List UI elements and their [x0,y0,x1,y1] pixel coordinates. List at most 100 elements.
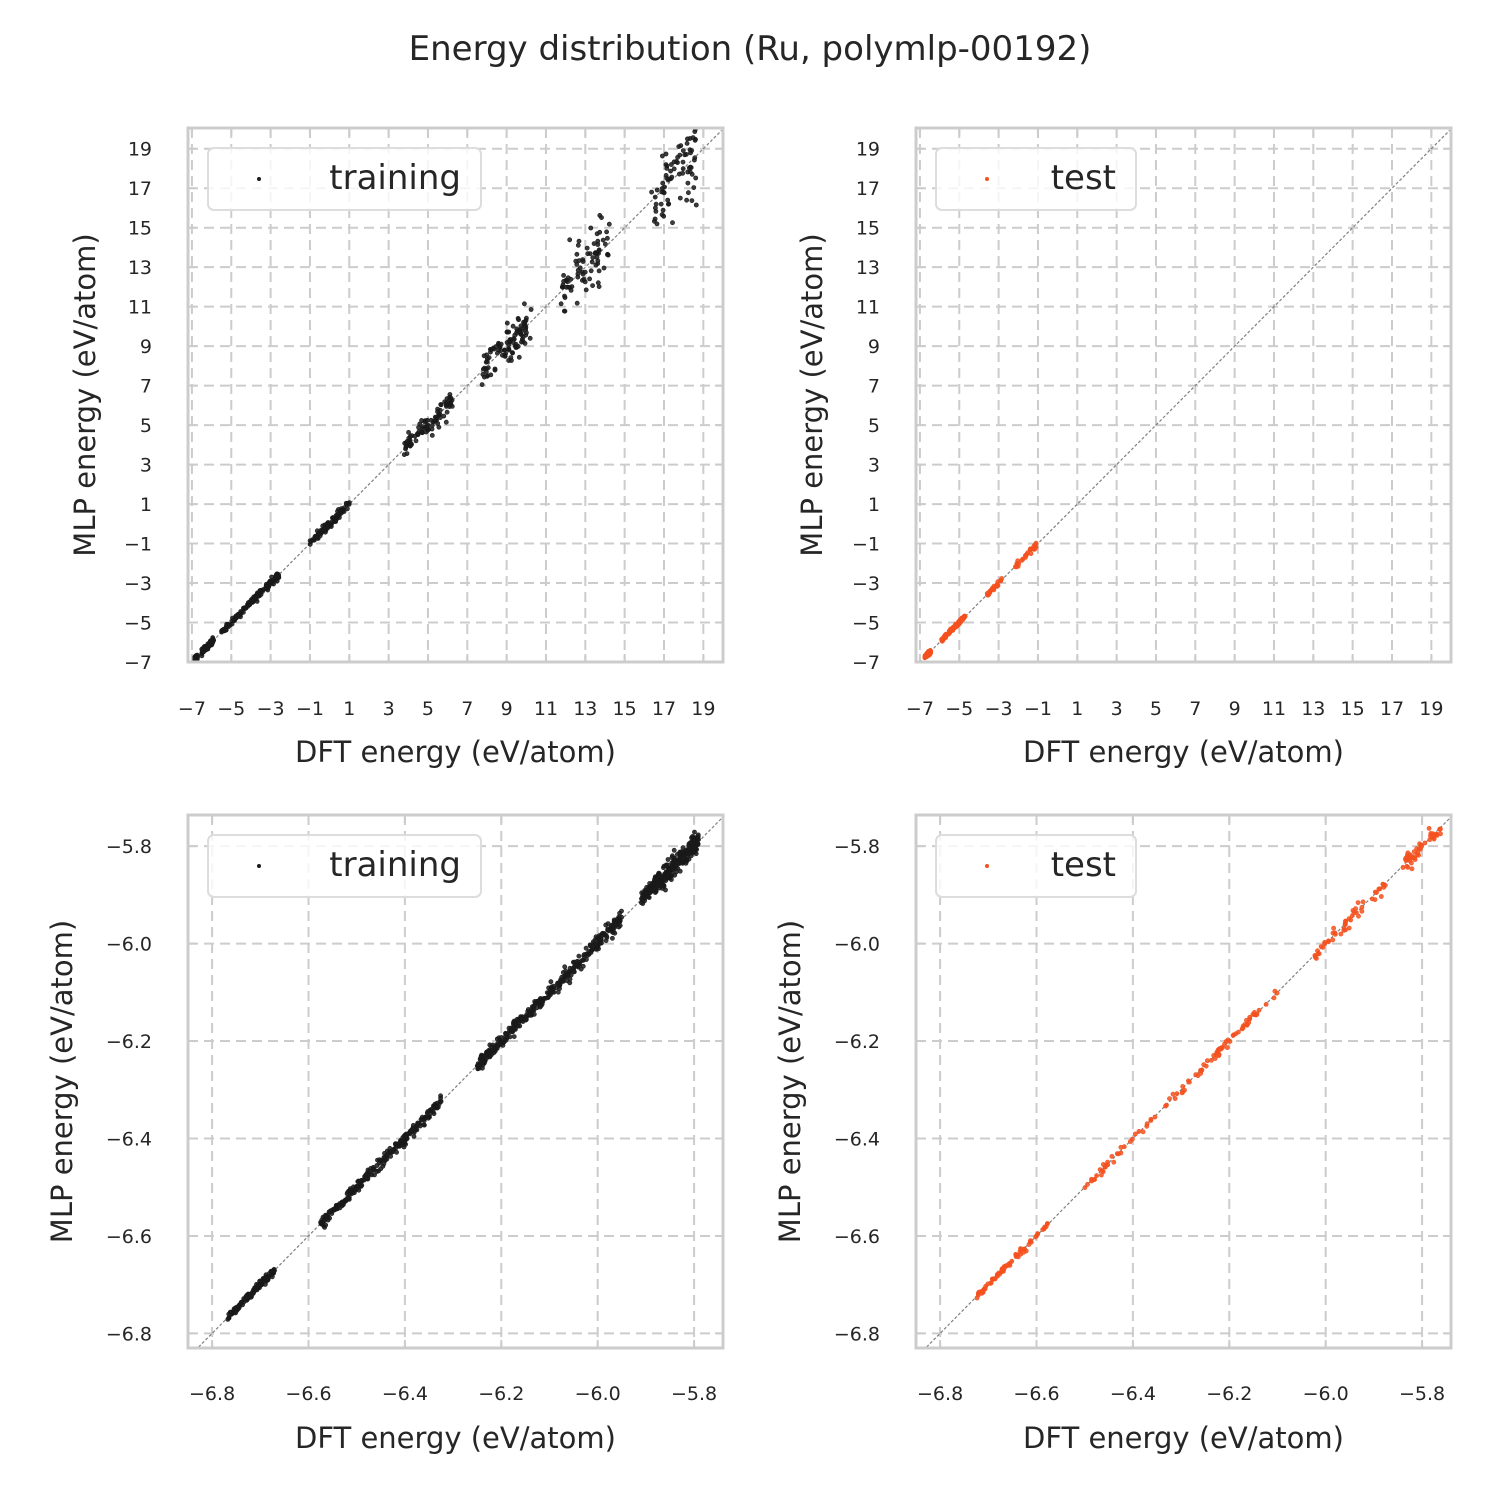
data-point [1193,1072,1199,1077]
data-point [558,978,563,984]
data-point [662,184,667,190]
data-point [1007,1260,1013,1266]
data-point [346,1195,351,1201]
data-point [988,1280,994,1286]
data-point [1225,1037,1231,1043]
data-point [1094,1173,1099,1179]
data-point [660,207,666,213]
data-point [1028,546,1033,552]
data-point [1204,1058,1210,1064]
data-point [364,1176,370,1181]
data-point [438,402,444,408]
data-point [940,636,945,641]
grid [188,128,723,663]
data-point [441,413,447,419]
data-point [661,190,667,196]
data-point [479,382,485,387]
data-point [1426,826,1432,831]
series-training [192,128,699,662]
data-point [433,1105,439,1110]
y-tick-label: 15 [128,218,152,240]
x-tick-label: 7 [1189,698,1201,720]
data-point [412,1126,418,1132]
data-point [990,1277,996,1282]
data-point [680,148,686,153]
data-point [671,847,677,853]
y-tick-label: −7 [852,652,880,674]
y-tick-label: −6.4 [834,1129,880,1151]
data-point [1100,1169,1106,1175]
data-point [1130,1136,1135,1142]
data-point [1316,951,1322,957]
data-point [665,177,671,183]
data-point [683,151,689,157]
data-point [251,594,257,600]
data-point [654,187,660,193]
data-point [426,426,431,432]
data-point [566,284,571,290]
data-point [322,1214,328,1220]
data-point [1378,894,1384,899]
data-point [1438,826,1443,832]
data-point [380,1163,386,1169]
data-point [420,426,426,432]
data-point [329,519,335,525]
data-point [1239,1026,1245,1032]
data-point [1333,931,1338,937]
data-point [1422,840,1428,846]
data-point [428,1107,434,1112]
x-tick-label: −7 [178,698,206,720]
data-point [677,861,682,866]
data-point [653,201,659,207]
axes-frame [186,126,725,664]
data-point [1035,1231,1041,1237]
data-point [653,886,658,891]
data-point [574,300,580,306]
data-point [207,643,212,648]
legend-label: test [1051,158,1116,198]
data-point [671,863,676,868]
legend-marker [257,177,261,181]
data-point [374,1169,380,1174]
data-point [574,961,580,967]
y-tick-label: 11 [128,297,152,319]
data-point [580,257,586,262]
data-point [589,259,595,265]
diagonal-reference-line [196,816,723,1348]
data-point [427,1111,433,1117]
x-tick-label: −6.0 [575,1383,621,1405]
data-point [512,332,518,338]
legend-marker [257,864,261,868]
data-point [406,429,411,435]
data-point [671,166,677,172]
axes-frame [914,813,1453,1350]
data-point [516,354,522,360]
data-point [676,144,682,149]
data-point [591,241,597,246]
series-training [225,829,701,1322]
data-point [576,238,582,244]
x-tick-label: 13 [573,698,597,720]
data-point [1414,846,1420,851]
data-point [663,862,669,868]
data-point [1132,1131,1138,1137]
y-tick-label: 5 [868,415,880,437]
legend: training [207,834,482,898]
data-point [322,1225,327,1230]
y-tick-label: 9 [868,336,880,358]
data-point [606,221,612,227]
data-point [322,1218,327,1224]
x-tick-label: −6.6 [285,1383,331,1405]
y-tick-label: 9 [140,336,152,358]
legend-label: test [1051,845,1116,885]
data-point [333,513,339,518]
data-point [1369,896,1375,902]
data-point [1224,1045,1230,1050]
data-point [595,944,601,950]
data-point [680,166,686,172]
data-point [1250,1012,1256,1017]
data-point [595,258,601,264]
y-tick-label: −6.6 [106,1226,152,1248]
data-point [421,1122,427,1128]
series-test [922,540,1039,661]
